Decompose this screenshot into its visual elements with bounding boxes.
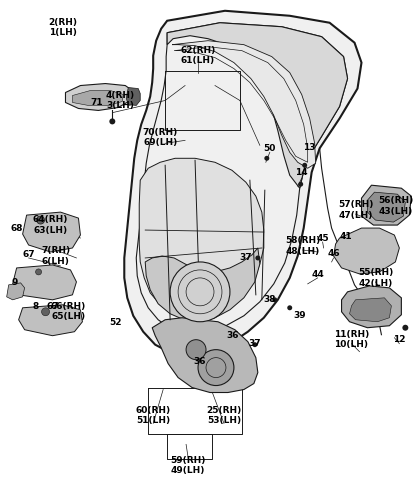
- Circle shape: [252, 342, 257, 347]
- Polygon shape: [13, 265, 76, 300]
- Circle shape: [264, 156, 269, 161]
- Polygon shape: [124, 11, 362, 356]
- Circle shape: [186, 339, 206, 360]
- Circle shape: [109, 119, 115, 124]
- Text: 2(RH)
1(LH): 2(RH) 1(LH): [48, 18, 77, 37]
- Text: 64(RH)
63(LH): 64(RH) 63(LH): [33, 215, 68, 235]
- Text: 70(RH)
69(LH): 70(RH) 69(LH): [142, 127, 178, 147]
- Text: 56(RH)
43(LH): 56(RH) 43(LH): [378, 196, 413, 216]
- Text: 57(RH)
47(LH): 57(RH) 47(LH): [338, 200, 373, 220]
- Polygon shape: [167, 23, 347, 188]
- Polygon shape: [18, 305, 83, 336]
- Text: 52: 52: [109, 318, 122, 327]
- Text: 44: 44: [311, 271, 324, 279]
- Circle shape: [36, 216, 44, 224]
- Text: 14: 14: [295, 168, 308, 177]
- Text: 12: 12: [393, 335, 406, 344]
- Text: 50: 50: [264, 144, 276, 153]
- Text: 9: 9: [11, 278, 18, 287]
- Text: 66(RH)
65(LH): 66(RH) 65(LH): [51, 302, 86, 321]
- Circle shape: [198, 350, 234, 386]
- Text: 55(RH)
42(LH): 55(RH) 42(LH): [358, 268, 393, 288]
- Text: 58(RH)
48(LH): 58(RH) 48(LH): [285, 236, 320, 256]
- Text: 71: 71: [90, 98, 103, 107]
- Polygon shape: [126, 88, 140, 105]
- Text: 37: 37: [240, 253, 252, 262]
- Text: 45: 45: [316, 234, 329, 243]
- Polygon shape: [145, 248, 260, 322]
- Text: 62(RH)
61(LH): 62(RH) 61(LH): [181, 46, 216, 65]
- Polygon shape: [7, 283, 25, 300]
- Text: 38: 38: [264, 295, 276, 305]
- Circle shape: [402, 325, 409, 331]
- Text: 41: 41: [339, 232, 352, 241]
- Polygon shape: [349, 298, 391, 322]
- Text: 39: 39: [293, 311, 306, 320]
- Circle shape: [36, 269, 41, 275]
- Polygon shape: [72, 91, 123, 105]
- Circle shape: [170, 262, 230, 322]
- Text: 13: 13: [303, 143, 316, 152]
- Text: 60(RH)
51(LH): 60(RH) 51(LH): [136, 406, 171, 425]
- Polygon shape: [367, 192, 405, 222]
- Circle shape: [298, 182, 303, 186]
- Circle shape: [302, 163, 307, 168]
- Text: 67: 67: [46, 302, 59, 311]
- Polygon shape: [341, 286, 401, 328]
- Text: 4(RH)
3(LH): 4(RH) 3(LH): [106, 91, 135, 110]
- Text: 25(RH)
53(LH): 25(RH) 53(LH): [206, 406, 242, 425]
- Polygon shape: [334, 228, 399, 274]
- Polygon shape: [362, 185, 411, 225]
- Text: 36: 36: [194, 357, 206, 366]
- Text: 46: 46: [327, 249, 340, 258]
- Polygon shape: [23, 212, 80, 252]
- Text: 68: 68: [10, 223, 23, 233]
- Polygon shape: [139, 158, 264, 318]
- Text: 37: 37: [248, 339, 261, 348]
- Circle shape: [287, 306, 292, 310]
- Polygon shape: [172, 41, 316, 168]
- Polygon shape: [152, 318, 258, 393]
- Text: 7(RH)
6(LH): 7(RH) 6(LH): [41, 246, 70, 266]
- Text: 8: 8: [32, 302, 39, 311]
- Text: 11(RH)
10(LH): 11(RH) 10(LH): [334, 330, 369, 349]
- Circle shape: [255, 255, 260, 260]
- Polygon shape: [65, 84, 132, 110]
- Text: 59(RH)
49(LH): 59(RH) 49(LH): [171, 456, 206, 475]
- Circle shape: [41, 308, 49, 316]
- Text: 67: 67: [22, 250, 35, 259]
- Circle shape: [272, 297, 277, 302]
- Text: 36: 36: [227, 331, 239, 340]
